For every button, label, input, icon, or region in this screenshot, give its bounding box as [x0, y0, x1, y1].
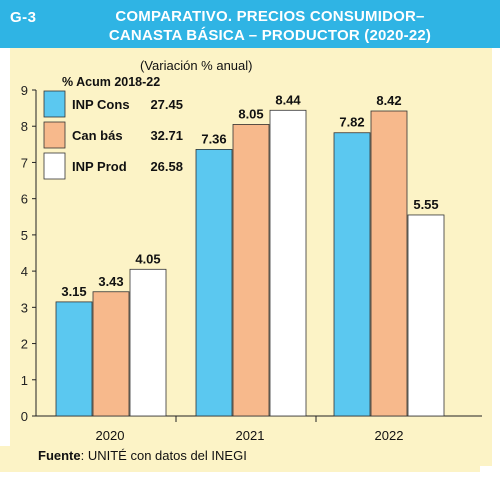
bar-inp-prod-2022 — [407, 214, 445, 417]
bar-inp-prod-2021 — [269, 109, 307, 417]
x-category-label: 2021 — [236, 428, 265, 443]
source-label: Fuente — [38, 448, 81, 463]
bar-can-bás-2022 — [370, 110, 408, 417]
x-category-label: 2020 — [96, 428, 125, 443]
source-text: : UNITÉ con datos del INEGI — [80, 448, 247, 463]
chart-title-line-2: CANASTA BÁSICA – PRODUCTOR (2020-22) — [108, 27, 432, 44]
legend-swatch — [43, 90, 66, 118]
legend-swatch — [43, 152, 66, 180]
legend-title: % Acum 2018-22 — [62, 75, 160, 89]
chart-id: G-3 — [10, 9, 37, 26]
bar-inp-cons-2022 — [333, 132, 371, 417]
legend-series-acum: 32.71 — [150, 128, 183, 143]
y-tick-label: 9 — [21, 83, 28, 98]
data-label: 4.05 — [135, 251, 160, 266]
source-note: Fuente: UNITÉ con datos del INEGI — [38, 448, 247, 463]
unit-label: (Variación % anual) — [140, 58, 252, 73]
bars-group: 3.15 3.43 4.05 7.36 8.05 8.44 7.82 8.42 5.55 — [55, 92, 445, 417]
data-label: 5.55 — [413, 197, 438, 212]
y-tick-label: 1 — [21, 373, 28, 388]
bar-inp-cons-2021 — [195, 149, 233, 417]
y-tick-label: 6 — [21, 192, 28, 207]
legend-series-acum: 26.58 — [150, 159, 183, 174]
data-label: 3.43 — [98, 274, 123, 289]
y-tick-label: 2 — [21, 337, 28, 352]
legend: % Acum 2018-22 INP Cons 27.45 Can bás 32.71… — [43, 75, 183, 180]
y-tick-label: 0 — [21, 409, 28, 424]
bar-inp-cons-2020 — [55, 301, 93, 417]
bar-can-bás-2021 — [232, 124, 270, 417]
y-tick-label: 8 — [21, 119, 28, 134]
bar-inp-prod-2020 — [129, 268, 167, 417]
legend-series-name: INP Cons — [72, 97, 130, 112]
legend-series-name: Can bás — [72, 128, 123, 143]
data-label: 3.15 — [61, 284, 86, 299]
legend-series-acum: 27.45 — [150, 97, 183, 112]
y-tick-label: 4 — [21, 264, 28, 279]
legend-series-name: INP Prod — [72, 159, 127, 174]
x-category-label: 2022 — [375, 428, 404, 443]
bar-can-bás-2020 — [92, 291, 130, 417]
legend-swatch — [43, 121, 66, 149]
data-label: 8.05 — [238, 106, 263, 121]
chart-title-line-1: COMPARATIVO. PRECIOS CONSUMIDOR– — [115, 8, 425, 25]
data-label: 8.42 — [376, 93, 401, 108]
axis-group: 0 1 2 3 4 5 6 7 8 9 2020 2021 2022 — [21, 83, 482, 443]
data-label: 7.36 — [201, 131, 226, 146]
data-label: 8.44 — [275, 92, 301, 107]
chart-header: G-3 COMPARATIVO. PRECIOS CONSUMIDOR– CAN… — [0, 0, 500, 48]
y-tick-label: 3 — [21, 300, 28, 315]
y-tick-label: 5 — [21, 228, 28, 243]
data-label: 7.82 — [339, 115, 364, 130]
footer-band — [0, 446, 480, 472]
y-tick-label: 7 — [21, 155, 28, 170]
